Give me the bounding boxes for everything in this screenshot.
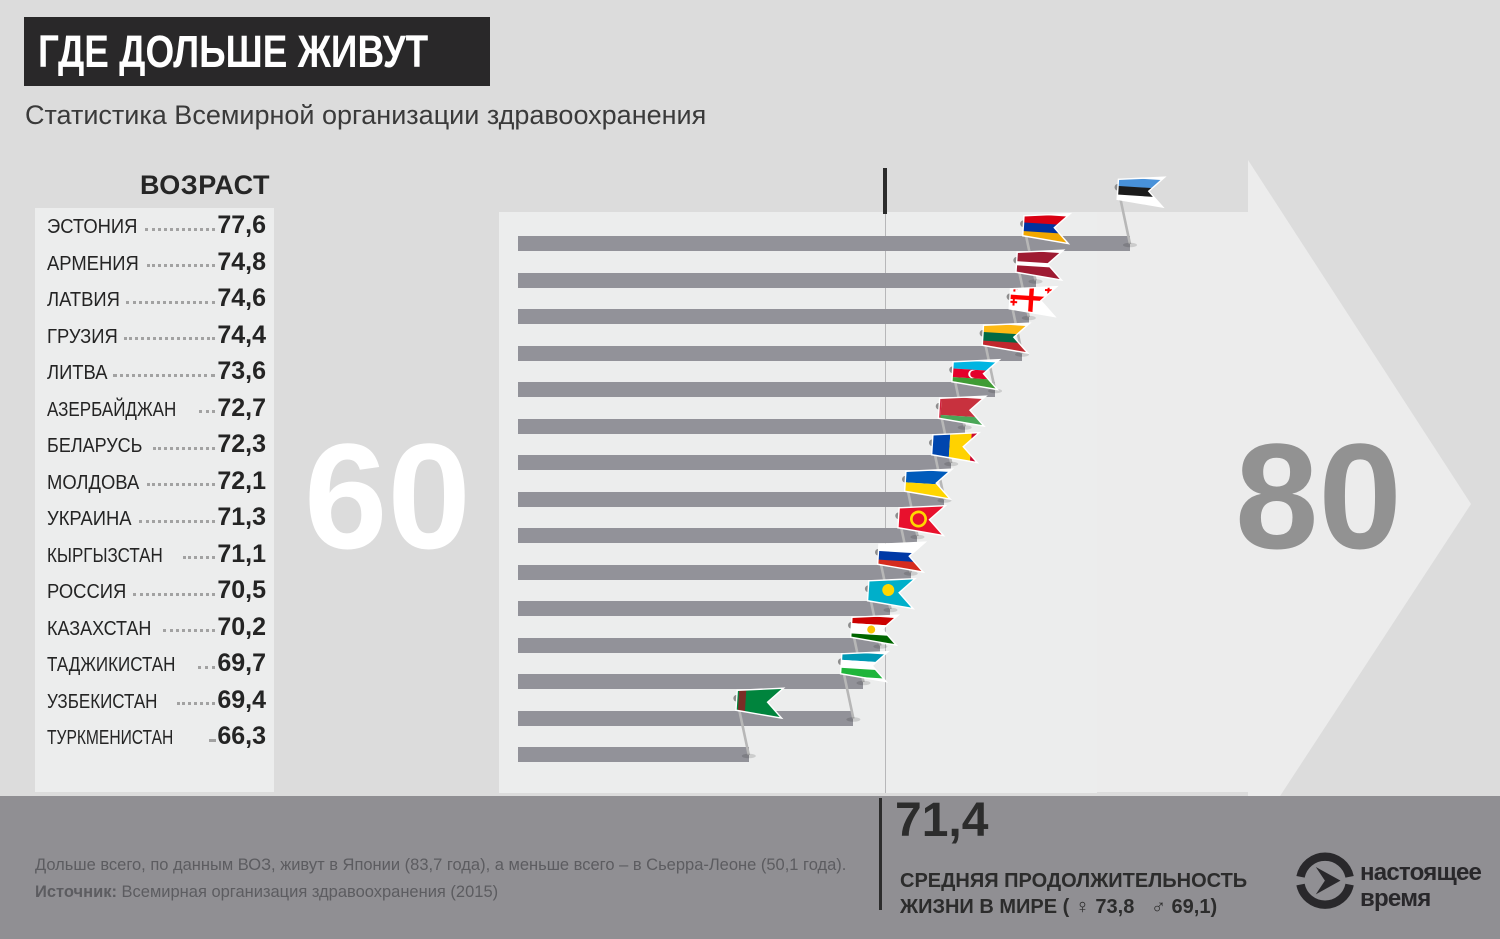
svg-text:настоящее: настоящее — [1360, 859, 1482, 886]
svg-text:время: время — [1360, 885, 1430, 912]
